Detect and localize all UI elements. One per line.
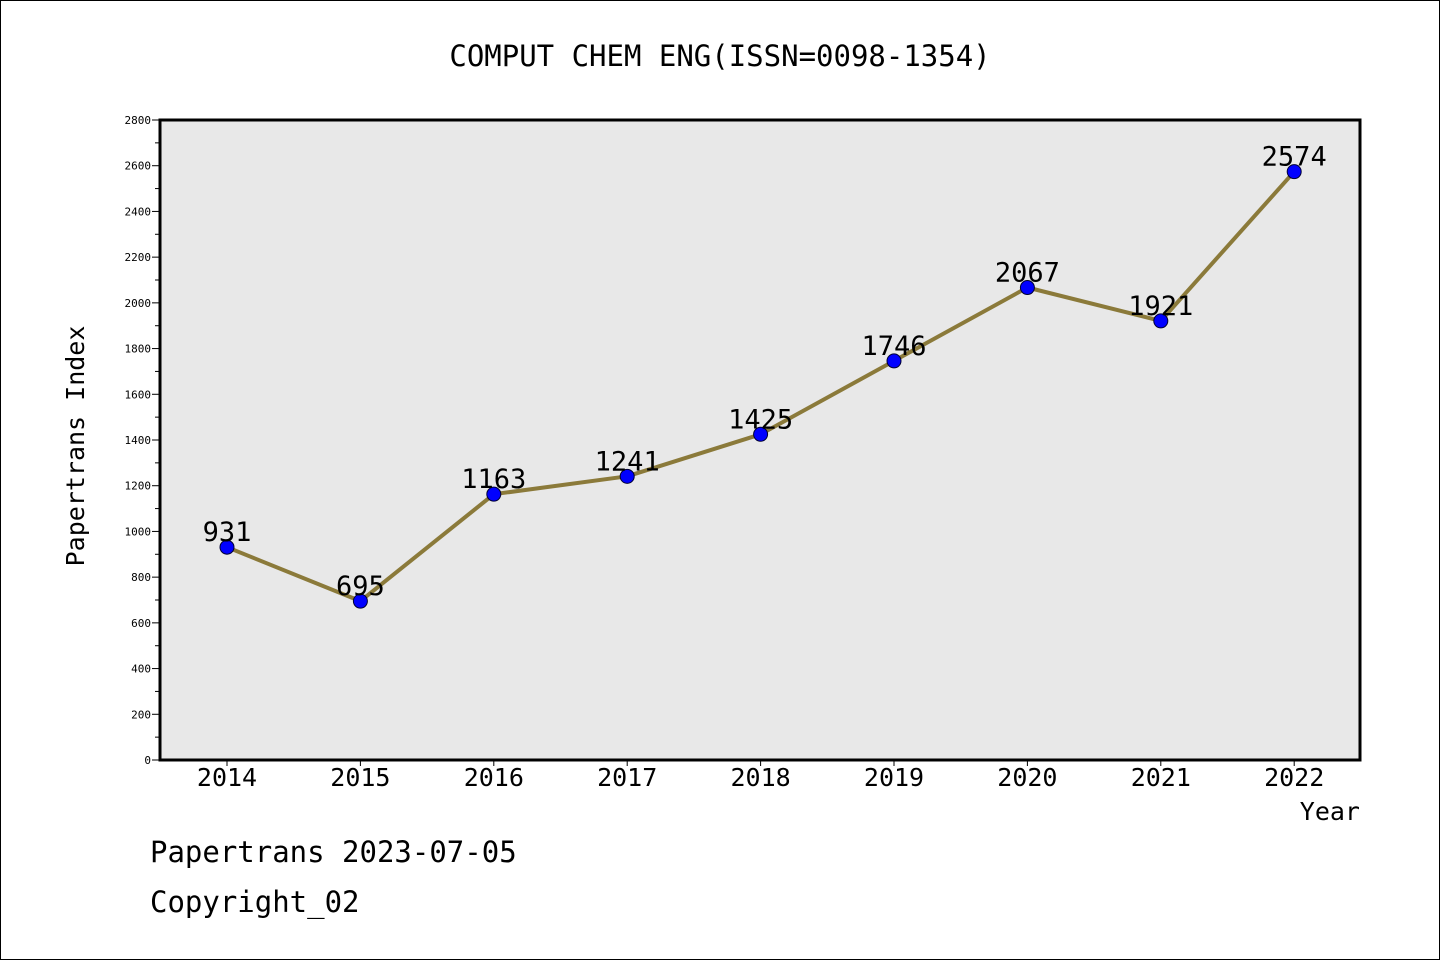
x-axis-title: Year bbox=[1300, 797, 1360, 826]
y-axis: 0 200 400 600 800 1000 1200 1400 1600 1800 2000 220… bbox=[125, 114, 160, 767]
y-tick-label: 2800 bbox=[125, 114, 152, 127]
data-point bbox=[352, 593, 368, 609]
x-tick-label: 2020 bbox=[997, 763, 1057, 792]
data-point bbox=[1019, 280, 1035, 296]
x-tick-label: 2014 bbox=[197, 763, 257, 792]
x-tick-label: 2019 bbox=[864, 763, 924, 792]
data-label: 1163 bbox=[461, 464, 526, 495]
x-tick-label: 2021 bbox=[1131, 763, 1191, 792]
y-tick-label: 1000 bbox=[125, 525, 152, 538]
data-point bbox=[486, 486, 502, 502]
x-tick-label: 2018 bbox=[730, 763, 790, 792]
y-tick-label: 800 bbox=[131, 571, 151, 584]
y-tick-label: 1800 bbox=[125, 343, 152, 356]
data-point bbox=[1153, 313, 1169, 329]
y-tick-label: 2600 bbox=[125, 160, 152, 173]
data-point bbox=[1286, 164, 1302, 180]
data-point bbox=[619, 468, 635, 484]
x-axis: 2014 2015 2016 2017 2018 2019 2020 2021 2022 bbox=[197, 760, 1324, 792]
data-point bbox=[886, 353, 902, 369]
y-tick-label: 0 bbox=[144, 754, 151, 767]
x-tick-label: 2015 bbox=[330, 763, 390, 792]
y-tick-label: 600 bbox=[131, 617, 151, 630]
data-label: 2574 bbox=[1262, 142, 1327, 173]
data-labels: 931 695 1163 1241 1425 1746 2067 1921 2574 bbox=[203, 142, 1327, 602]
data-label: 1425 bbox=[728, 404, 793, 435]
data-label: 695 bbox=[336, 571, 385, 602]
data-point bbox=[219, 539, 235, 555]
data-label: 2067 bbox=[995, 258, 1060, 289]
data-label: 1241 bbox=[595, 446, 660, 477]
y-tick-label: 2200 bbox=[125, 251, 152, 264]
data-label: 931 bbox=[203, 517, 252, 548]
y-tick-label: 400 bbox=[131, 663, 151, 676]
data-label: 1921 bbox=[1128, 291, 1193, 322]
data-point bbox=[753, 426, 769, 442]
y-tick-label: 2400 bbox=[125, 205, 152, 218]
y-tick-label: 200 bbox=[131, 708, 151, 721]
markers-layer bbox=[219, 164, 1302, 609]
y-tick-label: 2000 bbox=[125, 297, 152, 310]
chart-title: COMPUT CHEM ENG(ISSN=0098-1354) bbox=[449, 39, 990, 73]
y-tick-label: 1400 bbox=[125, 434, 152, 447]
x-tick-label: 2022 bbox=[1264, 763, 1324, 792]
x-tick-label: 2017 bbox=[597, 763, 657, 792]
footer-copyright: Copyright_02 bbox=[150, 885, 360, 919]
footer-date: Papertrans 2023-07-05 bbox=[150, 835, 517, 869]
y-tick-label: 1600 bbox=[125, 388, 152, 401]
data-label: 1746 bbox=[861, 331, 926, 362]
y-tick-label: 1200 bbox=[125, 480, 152, 493]
y-axis-title: Papertrans Index bbox=[61, 326, 90, 567]
x-tick-label: 2016 bbox=[464, 763, 524, 792]
